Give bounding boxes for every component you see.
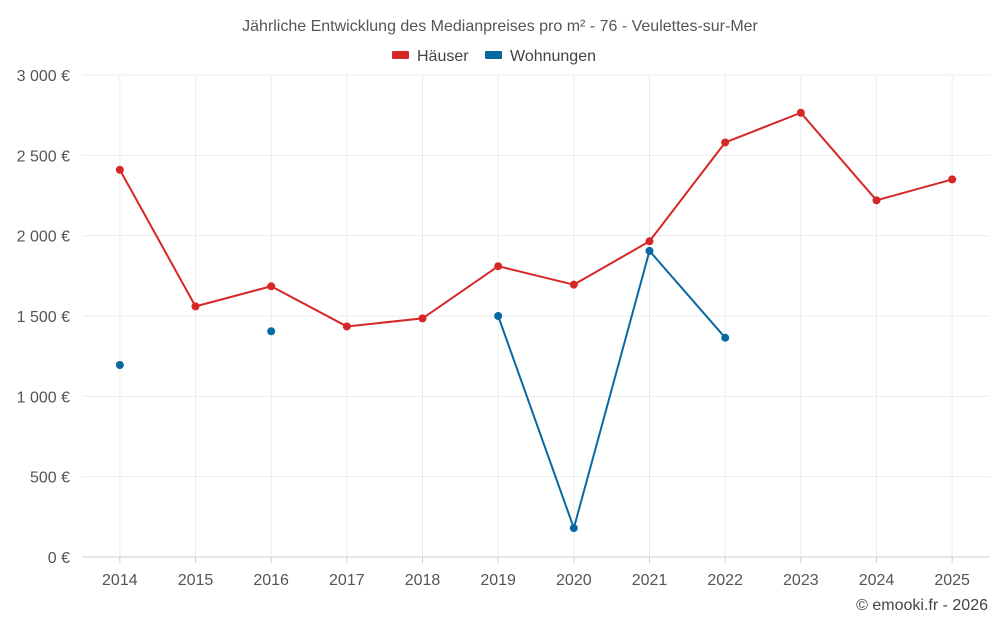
data-point-houses[interactable]	[721, 138, 730, 147]
data-point-houses[interactable]	[342, 322, 351, 331]
x-tick-label: 2020	[556, 572, 592, 589]
x-tick-label: 2019	[480, 572, 516, 589]
y-tick-label: 1 500 €	[17, 309, 70, 326]
y-tick-label: 1 000 €	[17, 389, 70, 406]
legend-swatch-houses	[392, 51, 409, 59]
x-tick-label: 2023	[783, 572, 819, 589]
legend-label-houses: Häuser	[417, 48, 469, 65]
data-point-apartments[interactable]	[645, 246, 654, 255]
data-point-houses[interactable]	[267, 282, 276, 291]
data-point-houses[interactable]	[645, 237, 654, 246]
x-tick-label: 2022	[707, 572, 743, 589]
x-tick-label: 2017	[329, 572, 365, 589]
series-houses	[115, 108, 957, 331]
data-point-houses[interactable]	[191, 302, 200, 311]
data-point-houses[interactable]	[115, 165, 124, 174]
legend-item-apartments[interactable]: Wohnungen	[485, 48, 596, 65]
y-tick-label: 500 €	[30, 470, 70, 487]
series-apartments	[115, 246, 730, 533]
x-tick-label: 2021	[632, 572, 668, 589]
y-tick-label: 0 €	[48, 550, 70, 567]
x-tick-label: 2016	[253, 572, 289, 589]
y-tick-label: 2 000 €	[17, 229, 70, 246]
x-tick-label: 2014	[102, 572, 138, 589]
data-point-houses[interactable]	[872, 196, 881, 205]
x-tick-label: 2015	[178, 572, 214, 589]
legend-swatch-apartments	[485, 51, 502, 59]
x-tick-label: 2025	[934, 572, 970, 589]
x-tick-label: 2018	[405, 572, 441, 589]
x-tick-label: 2024	[859, 572, 895, 589]
data-point-apartments[interactable]	[267, 327, 276, 336]
data-point-houses[interactable]	[948, 175, 957, 184]
data-point-apartments[interactable]	[569, 524, 578, 533]
data-point-apartments[interactable]	[494, 312, 503, 320]
series-line-apartments	[497, 249, 727, 530]
data-point-apartments[interactable]	[721, 333, 730, 342]
data-point-houses[interactable]	[796, 108, 805, 117]
data-point-apartments[interactable]	[115, 361, 124, 370]
y-gridlines	[82, 74, 990, 558]
chart-title: Jährliche Entwicklung des Medianpreises …	[242, 18, 758, 35]
data-point-houses[interactable]	[494, 262, 503, 271]
data-point-houses[interactable]	[569, 280, 578, 289]
series-layer	[115, 108, 957, 533]
y-axis-ticks: 0 € 500 € 1 000 € 1 500 € 2 000 € 2 500 € 3 00…	[17, 68, 70, 567]
legend-label-apartments: Wohnungen	[510, 48, 596, 65]
y-tick-label: 3 000 €	[17, 68, 70, 85]
credit-text: © emooki.fr - 2026	[856, 597, 988, 614]
x-axis-ticks: 2014 2015 2016 2017 2018 2019 2020 2021 2022 2023…	[102, 557, 970, 589]
legend-item-houses[interactable]: Häuser	[392, 48, 469, 65]
y-tick-label: 2 500 €	[17, 148, 70, 165]
data-point-houses[interactable]	[418, 314, 427, 323]
legend: Häuser Wohnungen	[392, 48, 596, 65]
series-line-houses	[118, 111, 954, 328]
